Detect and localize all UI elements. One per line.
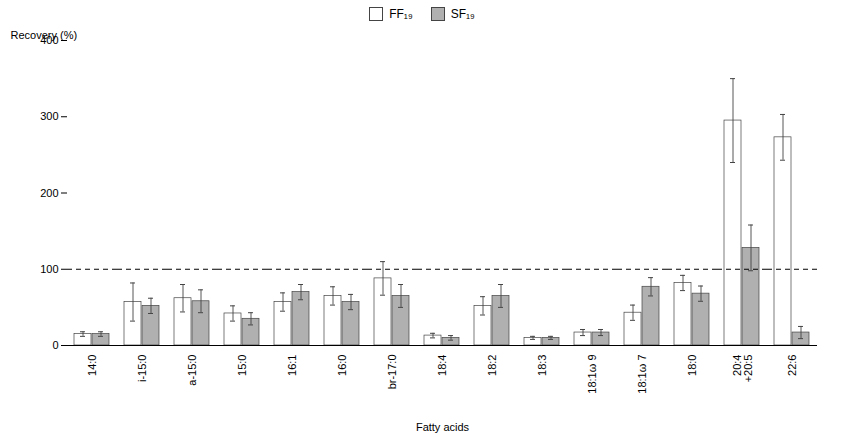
svg-text:15:0: 15:0 <box>236 355 248 376</box>
html-text:SF₁₉: SF₁₉ <box>450 7 475 21</box>
svg-text:14:0: 14:0 <box>86 355 98 376</box>
svg-text:a-15:0: a-15:0 <box>186 355 198 386</box>
svg-text:16:1: 16:1 <box>286 355 298 376</box>
svg-text:18:0: 18:0 <box>686 355 698 376</box>
svg-text:Fatty acids: Fatty acids <box>416 421 470 433</box>
svg-text:18:3: 18:3 <box>536 355 548 376</box>
svg-text:Recovery (%): Recovery (%) <box>11 29 78 41</box>
svg-text:100: 100 <box>40 263 58 275</box>
svg-text:20:4+20:5: 20:4+20:5 <box>731 355 754 383</box>
svg-text:br-17:0: br-17:0 <box>386 355 398 390</box>
svg-text:18:1ω 7: 18:1ω 7 <box>636 355 648 394</box>
svg-text:22:6: 22:6 <box>786 355 798 376</box>
svg-text:i-15:0: i-15:0 <box>136 355 148 383</box>
html-text:FF₁₉: FF₁₉ <box>389 7 413 21</box>
svg-text:16:0: 16:0 <box>336 355 348 376</box>
svg-text:300: 300 <box>40 110 58 122</box>
svg-text:18:2: 18:2 <box>486 355 498 376</box>
svg-text:200: 200 <box>40 187 58 199</box>
svg-text:18:4: 18:4 <box>436 355 448 376</box>
svg-text:0: 0 <box>52 339 58 351</box>
svg-text:18:1ω 9: 18:1ω 9 <box>586 355 598 394</box>
